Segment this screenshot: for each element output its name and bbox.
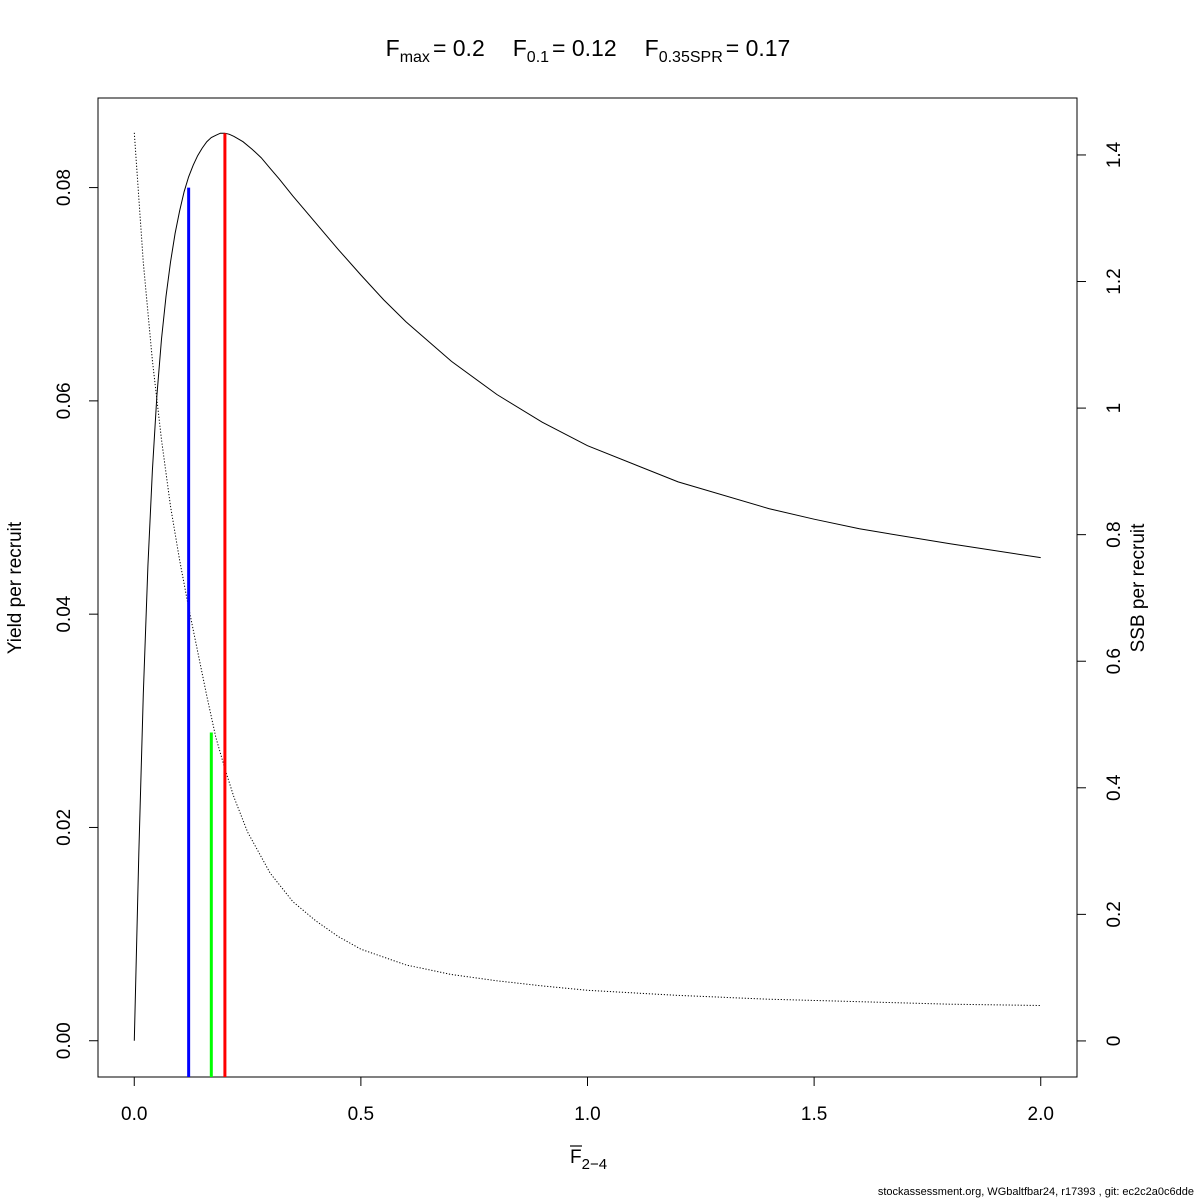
ssb-per-recruit-line (133, 132, 1041, 1006)
y-right-axis-title: SSB per recruit (1128, 523, 1149, 653)
x-tick-label: 0.0 (121, 1104, 147, 1125)
y-right-tick-label: 1.4 (1104, 141, 1125, 168)
x-tick-label: 1.5 (801, 1104, 827, 1125)
y-left-tick-label: 0.00 (54, 1022, 75, 1059)
y-right-tick-label: 0.6 (1104, 648, 1125, 674)
title-fspr-value: = 0.17 (726, 35, 791, 61)
series-layer (133, 132, 1041, 1041)
chart-title: Fmax = 0.2 F0.1 = 0.12 F0.35SPR = 0.17 (386, 35, 791, 66)
x-axis-title-base: F (570, 1147, 582, 1168)
y-right-tick-label: 0.2 (1104, 901, 1125, 927)
y-left-tick-label: 0.04 (54, 595, 75, 632)
x-tick-label: 2.0 (1028, 1104, 1054, 1125)
y-right-tick-label: 0 (1104, 1036, 1125, 1047)
y-right-tick-label: 1.2 (1104, 268, 1125, 294)
y-left-tick-label: 0.06 (54, 382, 75, 419)
title-fmax-sub: max (400, 49, 430, 66)
x-tick-label: 0.5 (348, 1104, 374, 1125)
plot-frame (97, 97, 1078, 1078)
reference-lines (187, 133, 227, 1077)
title-f01-name: F (513, 35, 527, 61)
x-tick-label: 1.0 (574, 1104, 600, 1125)
x-axis: 0.0 0.5 1.0 1.5 2.0 (121, 1076, 1054, 1125)
y-right-tick-label: 0.4 (1104, 774, 1125, 801)
title-f01-value: = 0.12 (552, 35, 617, 61)
y-right-tick-label: 1 (1104, 403, 1125, 414)
x-axis-title-sub: 2−4 (582, 1156, 607, 1173)
x-axis-title: F2−4 (570, 1147, 607, 1173)
y-left-tick-label: 0.02 (54, 809, 75, 846)
title-f01-sub: 0.1 (527, 49, 549, 66)
title-fmax-value: = 0.2 (433, 35, 485, 61)
title-fspr-sub: 0.35SPR (659, 49, 723, 66)
y-left-tick-label: 0.08 (54, 169, 75, 206)
footer-note: stockassessment.org, WGbaltfbar24, r1739… (878, 1186, 1194, 1198)
y-left-axis: 0.00 0.02 0.04 0.06 0.08 (54, 169, 99, 1059)
title-fspr-name: F (645, 35, 659, 61)
title-fmax-name: F (386, 35, 400, 61)
y-right-tick-label: 0.8 (1104, 521, 1125, 547)
y-left-axis-title: Yield per recruit (5, 521, 26, 654)
y-right-axis: 0 0.2 0.4 0.6 0.8 1 1.2 1.4 (1076, 141, 1125, 1047)
yield-per-recruit-line (133, 132, 1041, 1041)
